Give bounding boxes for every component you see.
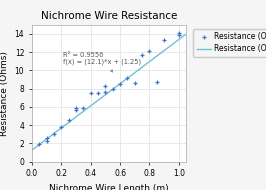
Resistance (Ohms) [59, 125, 63, 128]
Resistance (Ohms) [177, 31, 181, 34]
Resistance (Ohms) [74, 107, 78, 110]
Resistance (Ohms) [147, 50, 152, 53]
Resistance (Ohms) [155, 81, 159, 84]
Text: R² = 0.9556
f(x) = (12.1)*x + (1.25): R² = 0.9556 f(x) = (12.1)*x + (1.25) [63, 52, 141, 72]
Resistance (Ohms) [96, 92, 100, 95]
Resistance (Ohms) [111, 87, 115, 90]
X-axis label: Nichrome Wire Length (m): Nichrome Wire Length (m) [49, 184, 169, 190]
Resistance (Ohms) [81, 106, 85, 109]
Resistance (Ohms) [44, 136, 49, 139]
Resistance (Ohms) [140, 53, 144, 56]
Title: Nichrome Wire Resistance: Nichrome Wire Resistance [41, 11, 177, 21]
Resistance (Ohms) [118, 82, 122, 86]
Resistance (Ohms) [66, 119, 71, 122]
Resistance (Ohms) [44, 139, 49, 142]
Resistance (Ohms) [125, 76, 130, 79]
Resistance (Ohms) [103, 91, 107, 94]
Resistance (Ohms) [103, 84, 107, 87]
Resistance (Ohms) [133, 82, 137, 85]
Resistance (Ohms) [74, 108, 78, 111]
Resistance (Ohms) [37, 143, 41, 146]
Y-axis label: Resistance (Ohms): Resistance (Ohms) [0, 51, 9, 135]
Resistance (Ohms) [162, 39, 166, 42]
Legend: Resistance (Ohms), Resistance (Ohms) - fit: Resistance (Ohms), Resistance (Ohms) - f… [193, 28, 266, 57]
Resistance (Ohms) [52, 133, 56, 136]
Resistance (Ohms) [89, 92, 93, 95]
Resistance (Ohms) [177, 33, 181, 36]
